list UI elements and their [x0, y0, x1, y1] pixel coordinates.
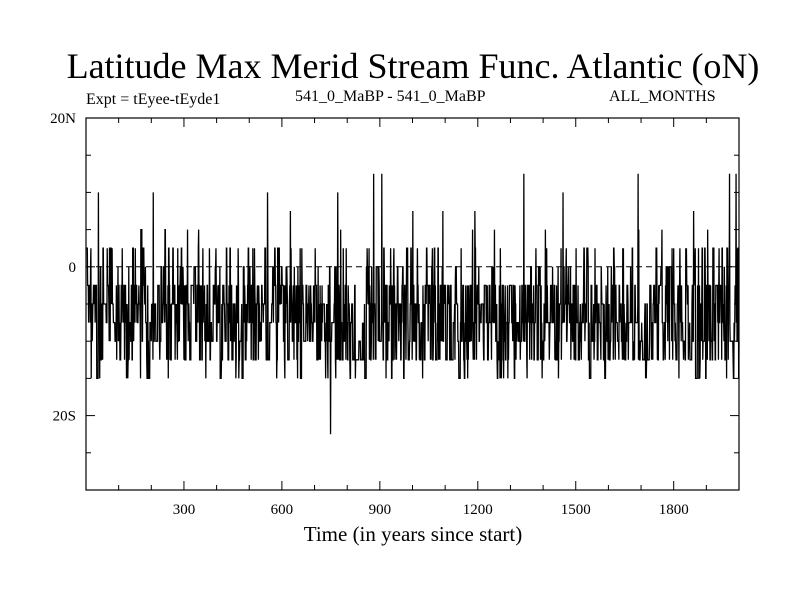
experiment-label: Expt = tEyee-tEyde1 — [86, 91, 221, 108]
x-tick-label: 1500 — [561, 502, 591, 518]
y-tick-label: 20N — [50, 111, 76, 127]
chart-title: Latitude Max Merid Stream Func. Atlantic… — [66, 46, 760, 86]
data-series-line — [86, 173, 740, 435]
y-tick-label: 0 — [69, 260, 77, 276]
months-label: ALL_MONTHS — [609, 88, 716, 105]
x-axis-label: Time (in years since start) — [303, 522, 523, 546]
x-tick-label: 1800 — [659, 502, 689, 518]
x-tick-label: 300 — [173, 502, 196, 518]
series-path — [86, 173, 740, 435]
run-label: 541_0_MaBP - 541_0_MaBP — [295, 88, 486, 105]
axes: 300 600 900 1200 1500 1800 20N 0 20S — [50, 111, 740, 518]
y-tick-label: 20S — [53, 409, 76, 425]
x-tick-label: 1200 — [463, 502, 493, 518]
x-tick-label: 600 — [271, 502, 294, 518]
x-tick-label: 900 — [369, 502, 392, 518]
